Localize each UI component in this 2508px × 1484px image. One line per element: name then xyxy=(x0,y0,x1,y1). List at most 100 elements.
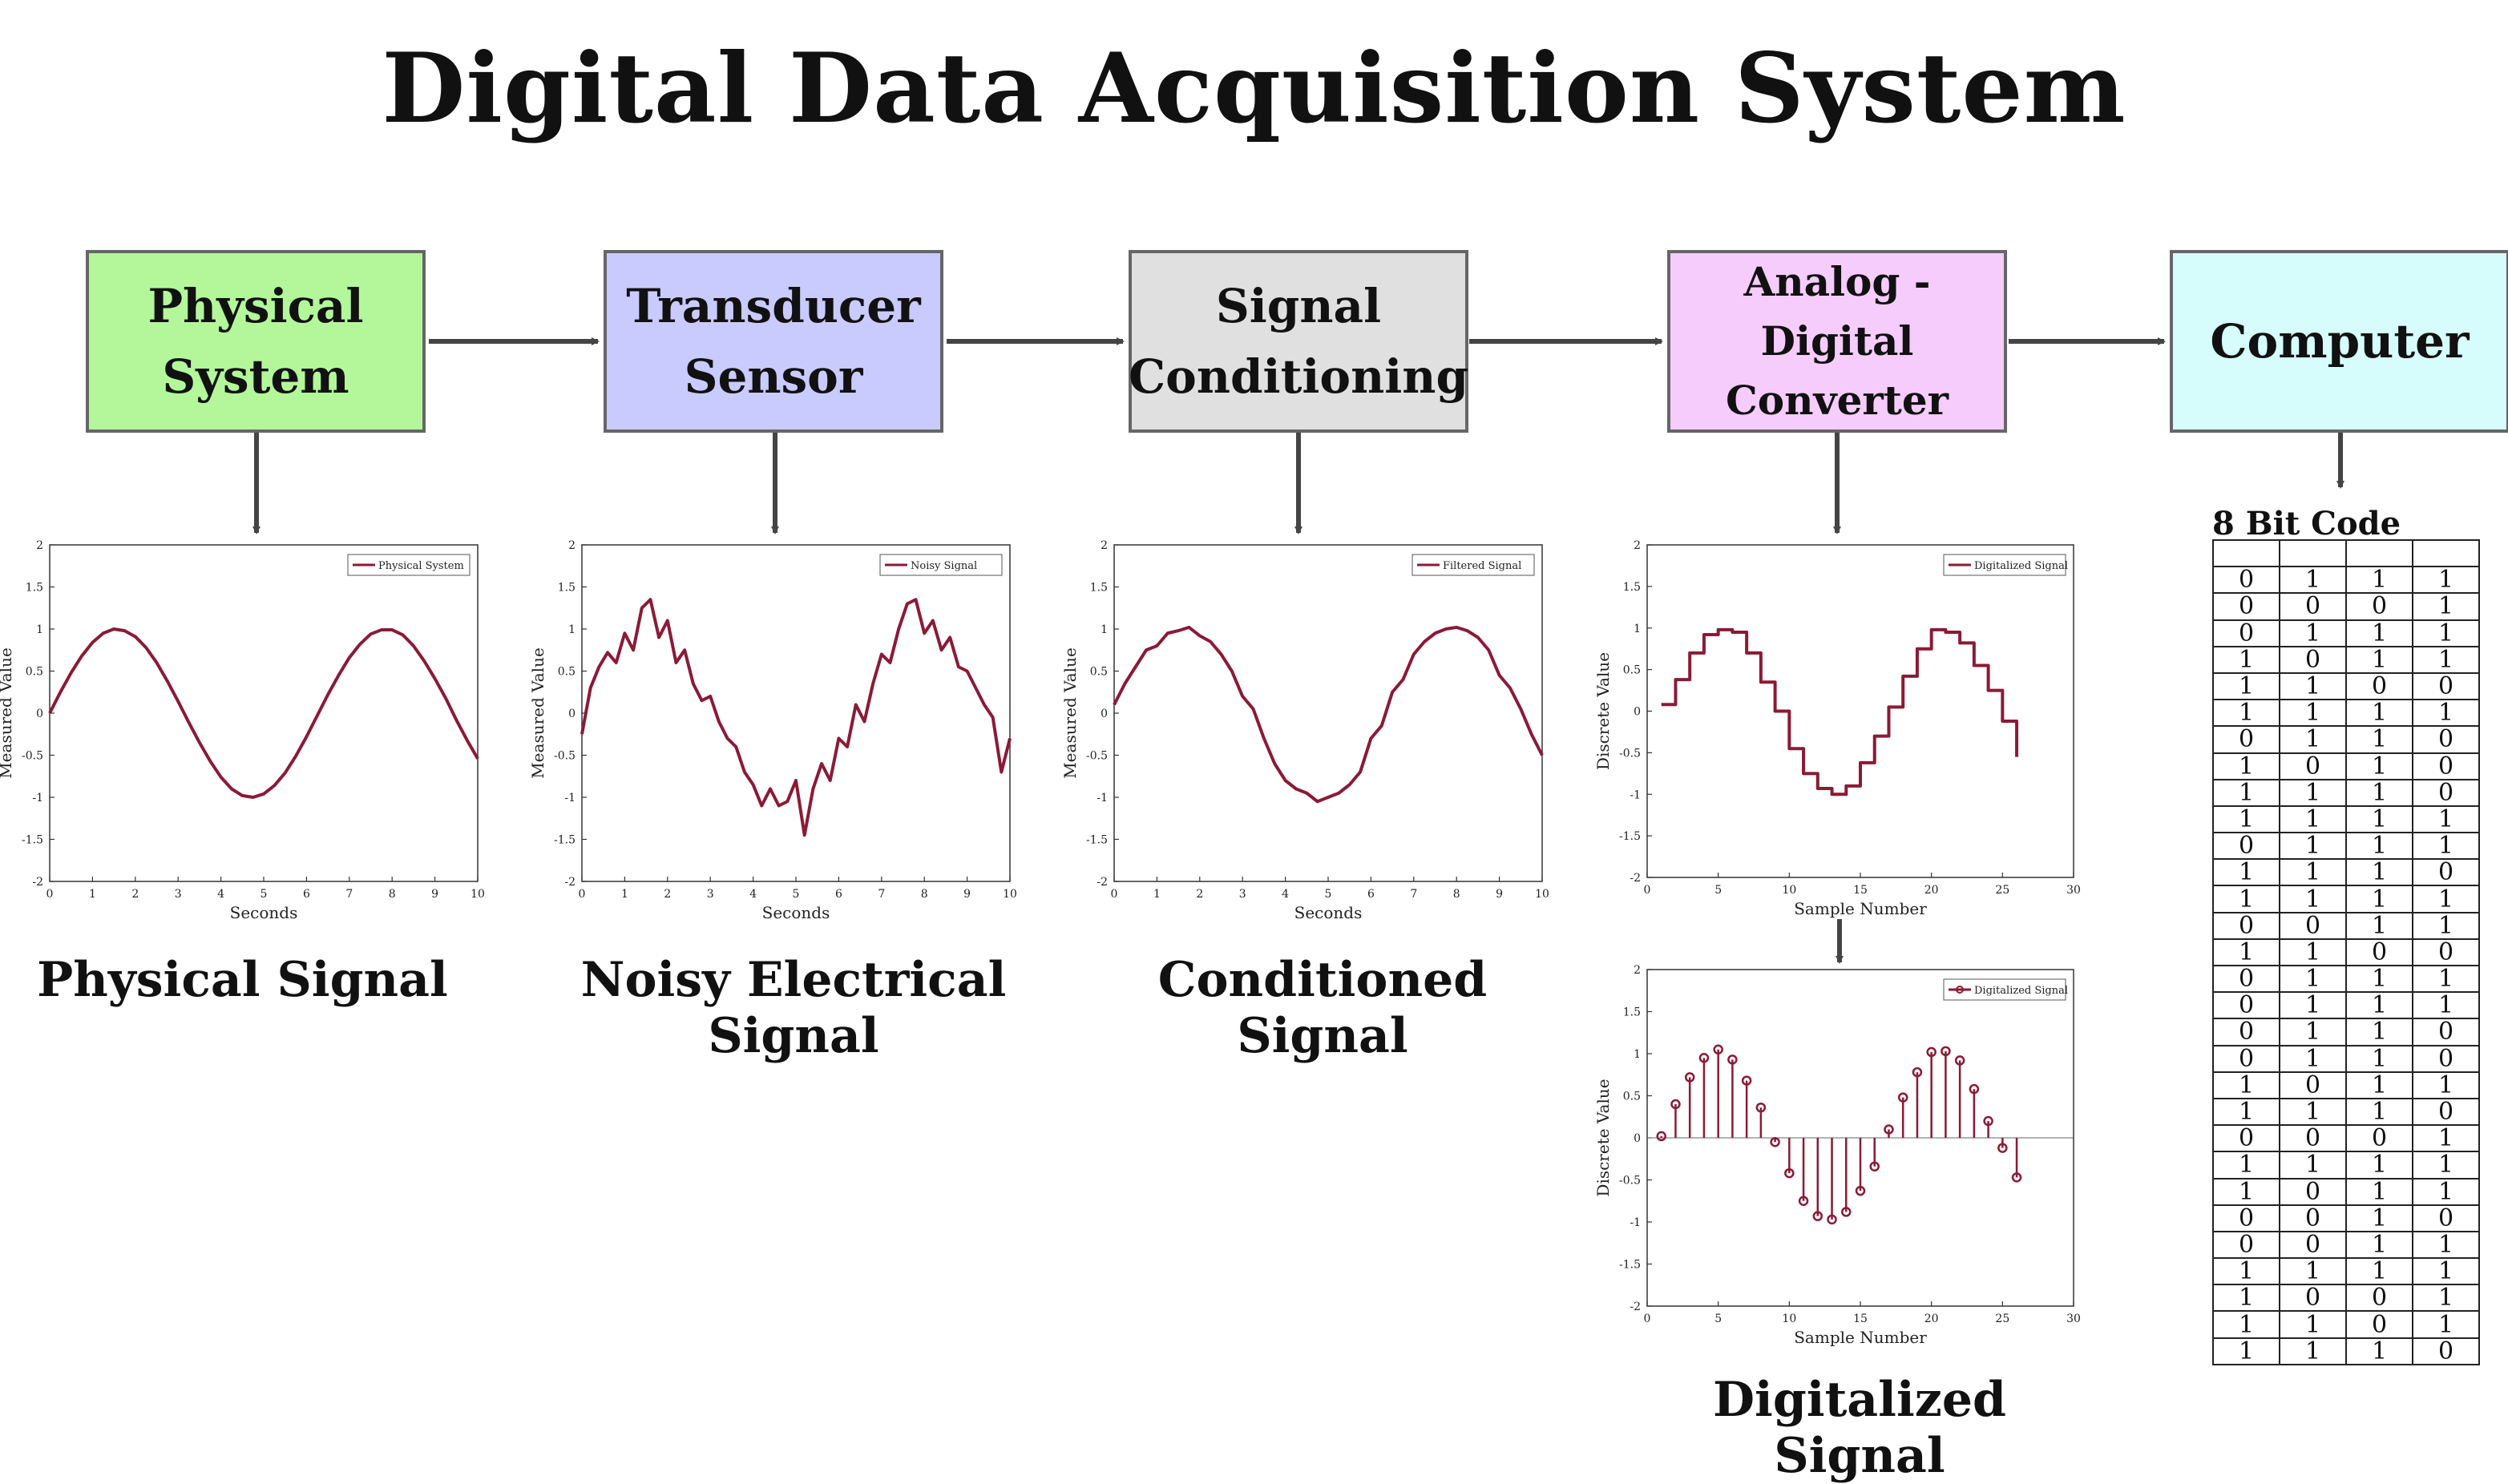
code-table-cell: 1 xyxy=(2412,885,2480,913)
code-table-cell: 0 xyxy=(2212,1230,2280,1260)
code-table-cell: 1 xyxy=(2345,1151,2413,1180)
legend-marker xyxy=(1956,986,1964,994)
arrows-layer xyxy=(252,337,2344,964)
y-tick-label: -1 xyxy=(1096,792,1108,805)
x-tick-label: 20 xyxy=(1924,884,1939,897)
x-tick-label: 4 xyxy=(217,888,224,901)
stem-marker xyxy=(1812,1211,1823,1221)
stem-marker xyxy=(1727,1055,1738,1065)
box-transducer-sensor-label: Transducer Sensor xyxy=(626,279,921,404)
y-tick-label: 0 xyxy=(1634,1132,1641,1145)
y-tick-label: -2 xyxy=(564,876,576,889)
code-table-cell: 0 xyxy=(2345,1310,2413,1339)
code-table-cell: 0 xyxy=(2212,911,2280,940)
y-tick-label: 2 xyxy=(1634,964,1641,977)
y-tick-label: 2 xyxy=(1634,539,1641,552)
caption-noisy-signal: Noisy Electrical Signal xyxy=(580,952,1007,1064)
code-table-cell: 0 xyxy=(2279,1204,2347,1232)
x-tick-label: 1 xyxy=(1153,888,1161,901)
y-tick-label: 1.5 xyxy=(1623,1006,1641,1019)
code-table-cell: 1 xyxy=(2279,566,2347,595)
code-table-cell: 0 xyxy=(2212,964,2280,994)
chart-step-digitalized: 0 5 10 15 20 25 30 -2 -1.5 -1 -0.5 0 0.5 1 1.5 2 Sample … xyxy=(1593,539,2081,918)
y-tick-label: 2 xyxy=(568,539,576,552)
x-tick-label: 6 xyxy=(303,888,310,901)
code-table-cell: 1 xyxy=(2279,832,2347,861)
code-table-cell: 0 xyxy=(2279,1124,2347,1153)
code-table-cell: 1 xyxy=(2212,1284,2280,1313)
chart-4-group: 0 5 10 15 20 25 30 -2 -1.5 -1 -0.5 0 0.5 1 1.5 2 Sample … xyxy=(1593,964,2081,1347)
code-table-header-row xyxy=(2212,538,2480,568)
code-table-cell: 1 xyxy=(2345,1044,2413,1073)
code-table-cell: 1 xyxy=(2279,1097,2347,1127)
code-table-cell: 1 xyxy=(2279,778,2347,807)
code-table-cell: 0 xyxy=(2212,832,2280,861)
code-table-cell: 0 xyxy=(2412,1044,2480,1073)
code-table-cell: 0 xyxy=(2212,566,2280,595)
x-tick-label: 7 xyxy=(345,888,353,901)
x-tick-label: 20 xyxy=(1924,1313,1939,1325)
x-tick-label: 5 xyxy=(1714,1313,1722,1325)
code-table-cell: 1 xyxy=(2279,1337,2347,1365)
code-table-cell: 1 xyxy=(2412,1310,2480,1339)
code-table-cell: 1 xyxy=(2345,991,2413,1020)
code-table-cell: 1 xyxy=(2212,671,2280,701)
box-physical-system-label: Physical System xyxy=(147,279,364,404)
code-table-cell: 1 xyxy=(2345,1230,2413,1260)
code-table-cell: 1 xyxy=(2412,1151,2480,1180)
chart-1-group: 0 1 2 3 4 5 6 7 8 9 10 -2 -1.5 -1 -0.5 0 0.5 1 1.5 2 Seconds… xyxy=(528,539,1017,922)
code-table-cell: 1 xyxy=(2345,805,2413,834)
code-table-cell: 1 xyxy=(2345,566,2413,595)
x-axis-label: Seconds xyxy=(230,903,298,922)
y-tick-label: -1.5 xyxy=(1619,830,1641,843)
stem-marker xyxy=(1698,1053,1710,1063)
code-table-cell xyxy=(2279,538,2347,568)
code-table-cell: 1 xyxy=(2412,1284,2480,1313)
stem-marker xyxy=(1770,1137,1780,1147)
x-tick-label: 5 xyxy=(1714,884,1722,897)
x-tick-label: 30 xyxy=(2066,884,2081,897)
box-computer: Computer xyxy=(2170,250,2508,433)
y-tick-label: -2 xyxy=(32,876,43,889)
x-tick-label: 9 xyxy=(963,888,971,901)
x-tick-label: 3 xyxy=(707,888,714,901)
code-table-cell: 0 xyxy=(2279,752,2347,780)
legend-label: Noisy Signal xyxy=(911,560,977,572)
y-tick-label: -1 xyxy=(564,792,576,805)
code-table-cell: 1 xyxy=(2212,1337,2280,1365)
code-table-cell: 1 xyxy=(2345,832,2413,861)
code-table-cell: 1 xyxy=(2212,1257,2280,1286)
legend-label: Physical System xyxy=(378,560,464,572)
y-tick-label: -2 xyxy=(1630,872,1641,885)
code-table-cell: 1 xyxy=(2279,991,2347,1020)
stem-marker xyxy=(1855,1185,1866,1196)
chart-filtered-signal: 0 1 2 3 4 5 6 7 8 9 10 -2 -1.5 -1 -0.5 0 0.5 1 1.5 2 Seconds… xyxy=(1060,539,1549,922)
stem-marker xyxy=(1954,1055,1965,1066)
code-table-cell: 1 xyxy=(2412,592,2480,621)
code-table-cell: 1 xyxy=(2412,1230,2480,1260)
code-table-cell: 0 xyxy=(2279,1230,2347,1260)
code-table-cell: 0 xyxy=(2212,1124,2280,1153)
y-tick-label: -1 xyxy=(1630,788,1641,801)
y-tick-label: -0.5 xyxy=(22,750,43,763)
code-table-cell: 1 xyxy=(2212,699,2280,728)
y-tick-label: -1.5 xyxy=(554,834,576,847)
code-table-cell: 1 xyxy=(2279,1018,2347,1046)
code-table-cell: 1 xyxy=(2412,645,2480,674)
box-analog-digital-converter: Analog - Digital Converter xyxy=(1667,250,2007,433)
code-table-cell: 1 xyxy=(2345,1204,2413,1232)
y-tick-label: 0.5 xyxy=(1623,1091,1641,1103)
code-table-cell: 0 xyxy=(2212,592,2280,621)
y-axis-label: Discrete Value xyxy=(1593,1079,1613,1196)
code-table-cell: 1 xyxy=(2345,725,2413,754)
x-tick-label: 7 xyxy=(878,888,885,901)
x-tick-label: 8 xyxy=(921,888,928,901)
code-table-cell: 1 xyxy=(2345,645,2413,674)
